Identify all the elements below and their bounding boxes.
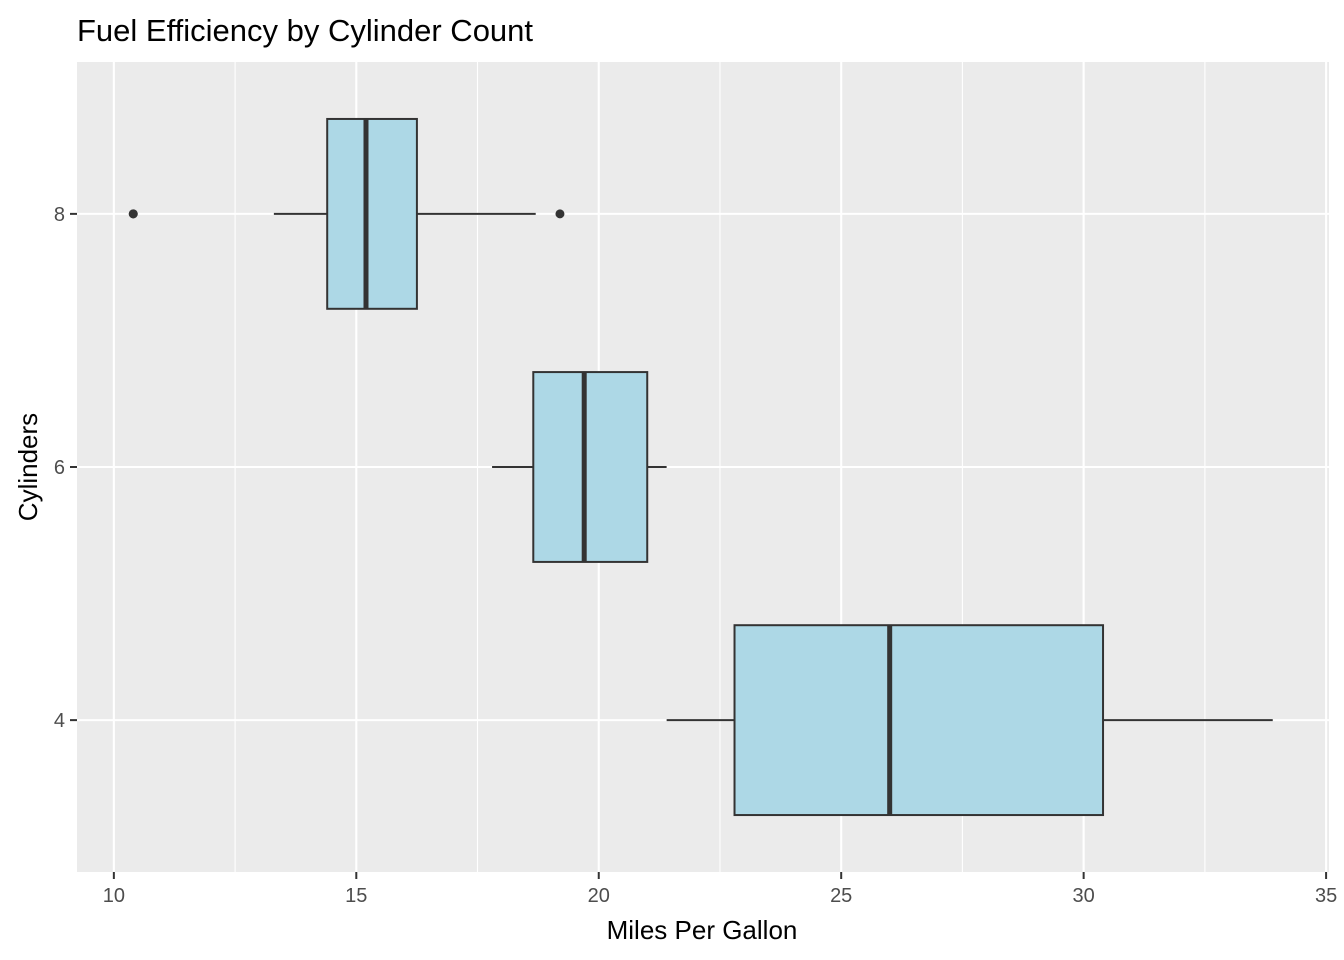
y-tick-label: 6 xyxy=(54,457,65,479)
x-tick-label: 20 xyxy=(588,885,610,907)
box-group-4 xyxy=(666,624,1273,817)
box-iqr xyxy=(733,624,1105,817)
box-layer xyxy=(128,117,1273,817)
outlier-point xyxy=(128,209,138,219)
box-group-6 xyxy=(492,371,667,563)
x-tick-label: 25 xyxy=(830,885,852,907)
x-tick-label: 15 xyxy=(345,885,367,907)
x-axis: 10 15 20 25 30 35 xyxy=(103,872,1337,907)
box-group-8 xyxy=(128,117,565,310)
y-tick-label: 4 xyxy=(54,710,65,732)
y-tick-label: 8 xyxy=(54,204,65,226)
y-axis: 4 6 8 xyxy=(54,204,77,732)
box-iqr xyxy=(532,371,649,563)
chart-title: Fuel Efficiency by Cylinder Count xyxy=(77,13,533,48)
x-tick-label: 10 xyxy=(103,885,125,907)
box-iqr xyxy=(326,117,418,310)
outlier-point xyxy=(555,209,565,219)
x-tick-label: 35 xyxy=(1315,885,1337,907)
x-axis-title: Miles Per Gallon xyxy=(607,915,798,945)
x-tick-label: 30 xyxy=(1073,885,1095,907)
y-axis-title: Cylinders xyxy=(13,413,43,521)
